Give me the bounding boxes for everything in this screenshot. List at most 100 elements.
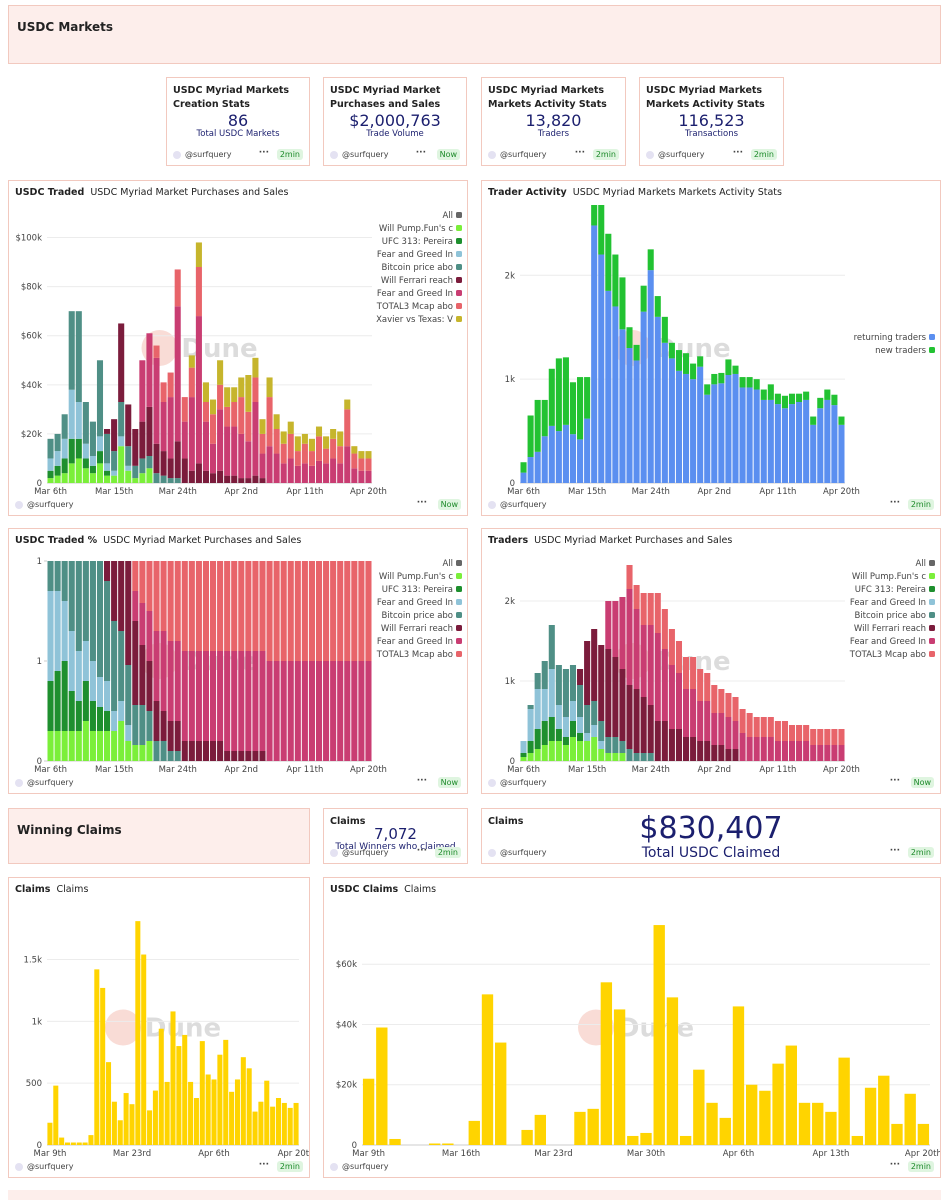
bar	[693, 1069, 705, 1145]
bar-segment	[838, 745, 845, 761]
bar-segment	[337, 446, 344, 464]
bar-segment	[125, 725, 132, 741]
bar-segment	[153, 357, 160, 444]
bar-segment	[75, 561, 82, 651]
chart-header: Traders USDC Myriad Market Purchases and …	[488, 535, 732, 546]
bar-segment	[280, 561, 287, 661]
bar-segment	[111, 419, 118, 452]
author: @surfquery	[27, 500, 74, 509]
bar-segment	[704, 384, 711, 395]
bar-segment	[753, 389, 760, 483]
bar	[88, 1135, 94, 1145]
bar-segment	[619, 329, 626, 483]
bar-segment	[697, 366, 704, 483]
bar-segment	[647, 753, 654, 761]
bar-segment	[584, 377, 591, 419]
bar-segment	[280, 661, 287, 761]
bar-segment	[245, 561, 252, 651]
menu-icon: ···	[416, 498, 427, 508]
bar-segment	[125, 404, 132, 447]
bar-segment	[612, 657, 619, 737]
menu-icon: ···	[889, 846, 900, 856]
author: @surfquery	[342, 1162, 389, 1171]
card: Traders USDC Myriad Market Purchases and …	[481, 528, 941, 794]
bar	[147, 1110, 153, 1145]
legend-label: UFC 313: Pereira	[855, 585, 926, 595]
bar-segment	[732, 373, 739, 483]
bar-segment	[238, 651, 245, 751]
bar-segment	[118, 701, 125, 721]
bar-segment	[330, 561, 337, 661]
bar-segment	[647, 705, 654, 753]
card-footer: @surfquery ··· 2min	[488, 846, 934, 860]
bar	[495, 1042, 507, 1145]
x-tick-label: Apr 20th	[823, 765, 860, 775]
legend-label: Fear and Greed In	[850, 598, 926, 608]
chart-header: USDC Traded % USDC Myriad Market Purchase…	[15, 535, 301, 546]
author-avatar	[330, 151, 338, 159]
bar-segment	[605, 649, 612, 737]
bar-segment	[619, 597, 626, 669]
bar-segment	[626, 589, 633, 685]
bar-segment	[132, 429, 139, 466]
bar-segment	[584, 641, 591, 705]
bar	[106, 1062, 112, 1145]
bar-segment	[817, 729, 824, 745]
bar-segment	[732, 365, 739, 374]
bar-segment	[605, 290, 612, 483]
menu-icon: ···	[258, 148, 269, 158]
bar-segment	[365, 561, 372, 661]
bar-segment	[640, 697, 647, 753]
bar-segment	[132, 705, 139, 745]
bar-segment	[527, 415, 534, 458]
bar-segment	[548, 368, 555, 426]
bar	[223, 1039, 229, 1145]
x-tick-label: Mar 23rd	[113, 1149, 151, 1159]
bar-segment	[68, 463, 75, 483]
bar-segment	[68, 311, 75, 390]
bar-segment	[838, 729, 845, 745]
y-tick-label: 1	[37, 657, 42, 667]
bar-segment	[195, 651, 202, 741]
bar	[719, 1117, 731, 1145]
page-title: USDC Markets	[17, 20, 113, 34]
bar-segment	[626, 348, 633, 483]
x-tick-label: Apr 11th	[286, 487, 323, 497]
bar	[205, 1074, 211, 1145]
bar-segment	[61, 561, 68, 601]
age-badge: 2min	[750, 149, 777, 160]
bar	[135, 921, 141, 1145]
bar-segment	[104, 581, 111, 681]
bar-segment	[259, 651, 266, 751]
y-tick-label: 1	[37, 557, 42, 567]
bar-segment	[89, 731, 96, 761]
card-footer: @surfquery ··· Now	[488, 776, 934, 790]
bar-segment	[647, 270, 654, 483]
bar	[627, 1135, 639, 1145]
bar-segment	[633, 360, 640, 483]
bar	[362, 1078, 375, 1145]
bar-segment	[619, 741, 626, 753]
bar-segment	[534, 451, 541, 483]
bar-segment	[61, 458, 68, 474]
author-avatar	[488, 779, 496, 787]
bar-segment	[160, 741, 167, 761]
counter-title: USDC Myriad Markets Markets Activity Sta…	[488, 85, 607, 110]
bar-segment	[188, 741, 195, 761]
bar-segment	[259, 453, 266, 479]
bar-segment	[202, 651, 210, 741]
bar-segment	[323, 448, 330, 464]
bar-segment	[315, 436, 323, 461]
bar	[234, 1079, 240, 1145]
bar-segment	[139, 705, 146, 745]
bar-segment	[690, 363, 697, 380]
bar-segment	[68, 731, 75, 761]
bar-segment	[146, 468, 153, 483]
bar-segment	[711, 373, 718, 385]
bar	[534, 1114, 547, 1145]
counter-value: 86	[227, 111, 249, 130]
bar-segment	[245, 651, 252, 751]
bar-segment	[231, 561, 238, 651]
bar-segment	[351, 661, 358, 761]
bar	[864, 1087, 877, 1145]
